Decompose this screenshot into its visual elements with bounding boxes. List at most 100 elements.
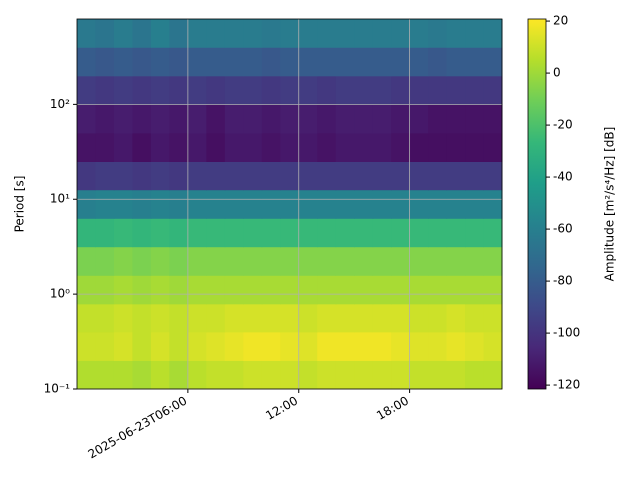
colorbar-tick-label: -100	[553, 326, 580, 340]
y-tick-label: 10²	[50, 97, 70, 111]
heatmap-cell	[280, 104, 300, 134]
heatmap-cell	[409, 161, 429, 191]
heatmap-cell	[409, 275, 429, 305]
heatmap-cell	[372, 360, 392, 390]
heatmap-cell	[372, 275, 392, 305]
heatmap-cell	[428, 246, 448, 276]
heatmap-cell	[354, 19, 374, 48]
heatmap-cell	[298, 161, 318, 191]
heatmap-cell	[465, 218, 485, 248]
heatmap-cell	[317, 275, 337, 305]
heatmap-cell	[132, 47, 152, 77]
heatmap-cell	[465, 47, 485, 77]
heatmap-cell	[354, 331, 374, 361]
heatmap-cell	[169, 360, 189, 390]
heatmap-cell	[113, 246, 133, 276]
heatmap-cell	[298, 360, 318, 390]
heatmap-cell	[409, 104, 429, 134]
heatmap-cell	[483, 189, 503, 219]
heatmap-cell	[391, 75, 411, 105]
heatmap-cell	[132, 132, 152, 162]
heatmap-cell	[391, 275, 411, 305]
heatmap-cell	[354, 360, 374, 390]
heatmap-cell	[169, 75, 189, 105]
heatmap-cell	[298, 75, 318, 105]
heatmap-cell	[335, 303, 355, 333]
heatmap-cell	[483, 218, 503, 248]
heatmap-cell	[372, 161, 392, 191]
heatmap-cell	[446, 104, 466, 134]
heatmap-cell	[446, 303, 466, 333]
heatmap-cell	[298, 331, 318, 361]
heatmap-cell	[77, 303, 96, 333]
heatmap-cell	[483, 331, 503, 361]
heatmap-cell	[335, 47, 355, 77]
heatmap-cell	[280, 189, 300, 219]
heatmap-cell	[77, 161, 96, 191]
heatmap-cell	[483, 360, 503, 390]
heatmap-cell	[224, 132, 244, 162]
heatmap-cell	[132, 331, 152, 361]
heatmap-cell	[317, 189, 337, 219]
x-tick-label: 12:00	[263, 393, 300, 422]
heatmap-cell	[372, 218, 392, 248]
heatmap-cell	[95, 132, 115, 162]
heatmap-cell	[372, 47, 392, 77]
heatmap-cell	[224, 275, 244, 305]
heatmap-cell	[113, 360, 133, 390]
colorbar	[527, 18, 547, 390]
x-tick-label: 18:00	[374, 393, 411, 422]
heatmap-cell	[483, 104, 503, 134]
heatmap-cell	[77, 47, 96, 77]
heatmap-cell	[372, 104, 392, 134]
heatmap-cell	[317, 104, 337, 134]
heatmap-cell	[428, 19, 448, 48]
colorbar-tick-label: -80	[553, 274, 573, 288]
heatmap-cell	[391, 132, 411, 162]
heatmap-cell	[150, 75, 170, 105]
heatmap-cell	[317, 246, 337, 276]
heatmap-cell	[206, 189, 226, 219]
heatmap-cell	[77, 75, 96, 105]
heatmap-cell	[261, 189, 281, 219]
heatmap-cell	[243, 275, 263, 305]
heatmap-cell	[169, 19, 189, 48]
x-tick-label: 2025-06-23T06:00	[86, 393, 190, 461]
heatmap-cell	[150, 218, 170, 248]
heatmap-cell	[298, 218, 318, 248]
heatmap-cell	[95, 19, 115, 48]
heatmap-cell	[335, 218, 355, 248]
heatmap-cell	[224, 104, 244, 134]
heatmap-cell	[428, 275, 448, 305]
heatmap-cell	[354, 275, 374, 305]
heatmap-cell	[335, 189, 355, 219]
heatmap-cell	[335, 161, 355, 191]
heatmap-cell	[409, 331, 429, 361]
heatmap-cell	[243, 75, 263, 105]
heatmap-cell	[187, 189, 207, 219]
heatmap-cell	[243, 331, 263, 361]
heatmap-cell	[483, 246, 503, 276]
heatmap-cell	[372, 19, 392, 48]
heatmap-cell	[354, 189, 374, 219]
heatmap-cell	[465, 19, 485, 48]
heatmap-cell	[243, 218, 263, 248]
colorbar-tick-label: -60	[553, 222, 573, 236]
heatmap-cell	[95, 161, 115, 191]
heatmap-cell	[187, 104, 207, 134]
heatmap-cell	[95, 331, 115, 361]
heatmap-cell	[465, 161, 485, 191]
heatmap-cell	[428, 331, 448, 361]
heatmap-cell	[77, 360, 96, 390]
heatmap-cell	[77, 189, 96, 219]
heatmap-cell	[446, 132, 466, 162]
heatmap-cell	[446, 189, 466, 219]
heatmap-cell	[113, 19, 133, 48]
heatmap-cell	[409, 189, 429, 219]
heatmap-cell	[77, 218, 96, 248]
heatmap-cell	[77, 275, 96, 305]
colorbar-tick-label: 0	[553, 66, 561, 80]
heatmap-cell	[77, 104, 96, 134]
heatmap-cell	[95, 75, 115, 105]
